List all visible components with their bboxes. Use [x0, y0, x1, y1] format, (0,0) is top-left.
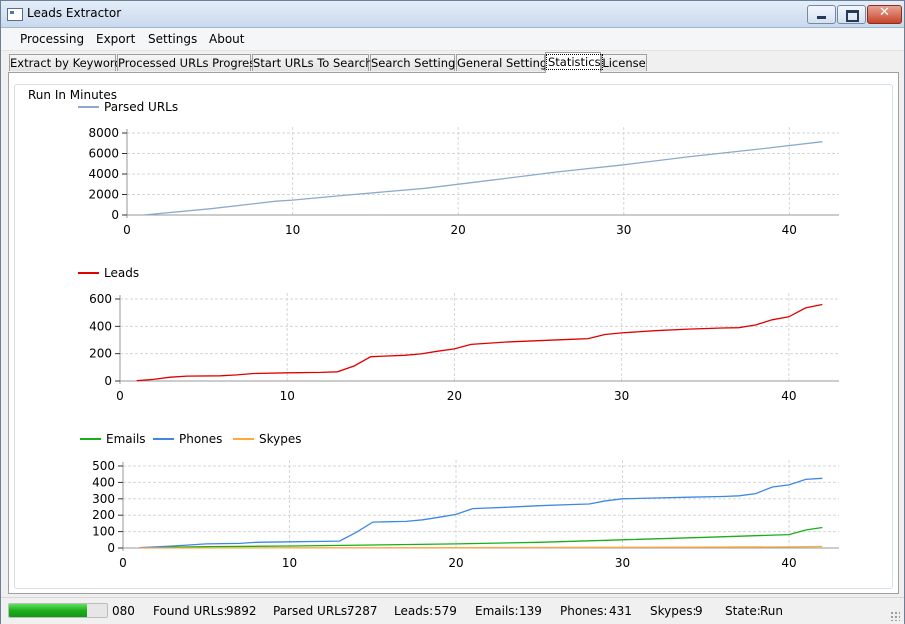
y-tick-label: 600 — [89, 292, 112, 306]
y-tick-label: 400 — [89, 319, 112, 333]
status-bar: 080 Found URLs: 9892 Parsed URLs: 7287 L… — [1, 597, 904, 624]
title-bar[interactable]: Leads Extractor ✕ — [1, 1, 904, 28]
close-button[interactable]: ✕ — [867, 5, 902, 24]
x-tick-label: 0 — [123, 223, 131, 237]
menu-about[interactable]: About — [209, 32, 245, 46]
emails-value: 139 — [519, 604, 542, 618]
maximize-button[interactable] — [837, 5, 866, 24]
x-tick-label: 30 — [614, 389, 629, 403]
x-tick-label: 10 — [285, 223, 300, 237]
tab-processed-urls-progress[interactable]: Processed URLs Progress — [117, 54, 261, 71]
legend-label: Parsed URLs — [104, 100, 178, 114]
y-tick-label: 0 — [111, 208, 119, 222]
series-line-parsed-urls — [143, 141, 823, 216]
tab-extract-by-keywords[interactable]: Extract by Keywords — [9, 54, 128, 71]
leads-label: Leads: — [394, 604, 434, 618]
progress-text: 080 — [112, 604, 135, 618]
legend-label: Skypes — [259, 432, 302, 446]
resize-grip-icon[interactable] — [890, 611, 900, 621]
maximize-icon — [846, 10, 859, 22]
y-tick-label: 0 — [107, 541, 115, 555]
minimize-button[interactable] — [807, 5, 836, 24]
tab-start-urls-to-search[interactable]: Start URLs To Search — [252, 54, 373, 71]
tab-label: General Settings — [457, 56, 554, 70]
tab-label: License — [602, 56, 646, 70]
parsed-urls-label: Parsed URLs: — [273, 604, 352, 618]
parsed-urls-value: 7287 — [347, 604, 378, 618]
x-tick-label: 30 — [615, 556, 630, 570]
x-tick-label: 40 — [781, 389, 796, 403]
close-icon: ✕ — [879, 5, 890, 20]
x-tick-label: 20 — [448, 556, 463, 570]
x-tick-label: 10 — [280, 389, 295, 403]
tab-strip: Extract by Keywords Processed URLs Progr… — [1, 52, 904, 74]
x-tick-label: 20 — [447, 389, 462, 403]
menu-processing[interactable]: Processing — [20, 32, 85, 46]
y-tick-label: 2000 — [88, 188, 119, 202]
series-line-skypes — [139, 545, 823, 549]
state-label: State: — [725, 604, 761, 618]
y-tick-label: 300 — [92, 492, 115, 506]
x-tick-label: 10 — [282, 556, 297, 570]
y-tick-label: 8000 — [88, 126, 119, 140]
y-tick-label: 400 — [92, 475, 115, 489]
x-tick-label: 0 — [116, 389, 124, 403]
app-window-icon — [7, 8, 23, 21]
emails-label: Emails: — [475, 604, 519, 618]
leads-value: 579 — [434, 604, 457, 618]
y-tick-label: 200 — [89, 347, 112, 361]
window-title: Leads Extractor — [27, 6, 122, 20]
x-tick-label: 0 — [119, 556, 127, 570]
y-tick-label: 6000 — [88, 147, 119, 161]
menu-export[interactable]: Export — [96, 32, 136, 46]
found-urls-label: Found URLs: — [153, 604, 228, 618]
y-tick-label: 0 — [104, 374, 112, 388]
tab-label: Processed URLs Progress — [118, 56, 262, 70]
group-title: Run In Minutes — [25, 88, 121, 102]
x-tick-label: 20 — [451, 223, 466, 237]
tab-label: Statistics — [546, 54, 603, 70]
x-tick-label: 30 — [616, 223, 631, 237]
y-tick-label: 4000 — [88, 167, 119, 181]
minimize-icon — [817, 16, 826, 19]
tab-license[interactable]: License — [601, 54, 647, 71]
x-tick-label: 40 — [782, 223, 797, 237]
phones-value: 431 — [609, 604, 632, 618]
tab-label: Start URLs To Search — [253, 56, 373, 70]
y-tick-label: 500 — [92, 459, 115, 473]
legend-label: Emails — [106, 432, 146, 446]
legend-label: Phones — [179, 432, 222, 446]
tab-statistics[interactable]: Statistics — [545, 52, 603, 73]
tab-label: Search Settings — [371, 56, 462, 70]
legend-label: Leads — [104, 266, 139, 280]
tab-label: Extract by Keywords — [10, 56, 128, 70]
found-urls-value: 9892 — [226, 604, 257, 618]
skypes-value: 9 — [695, 604, 703, 618]
y-tick-label: 200 — [92, 508, 115, 522]
series-line-emails — [139, 526, 823, 549]
x-tick-label: 40 — [781, 556, 796, 570]
series-line-phones — [139, 477, 823, 549]
tab-search-settings[interactable]: Search Settings — [370, 54, 461, 71]
state-value: Run — [760, 604, 784, 618]
y-tick-label: 100 — [92, 525, 115, 539]
tab-general-settings[interactable]: General Settings — [456, 54, 553, 71]
progress-bar — [8, 603, 108, 618]
statistics-panel: Run In Minutes 0 2000 4000 6000 8000 0 10 20 30 4… — [8, 72, 899, 594]
phones-label: Phones: — [560, 604, 608, 618]
menu-bar: Processing Export Settings About — [1, 28, 904, 51]
menu-settings[interactable]: Settings — [148, 32, 198, 46]
run-in-minutes-group: Run In Minutes — [14, 84, 893, 589]
progress-fill — [9, 604, 88, 617]
series-line-leads — [136, 303, 823, 382]
skypes-label: Skypes: — [650, 604, 697, 618]
